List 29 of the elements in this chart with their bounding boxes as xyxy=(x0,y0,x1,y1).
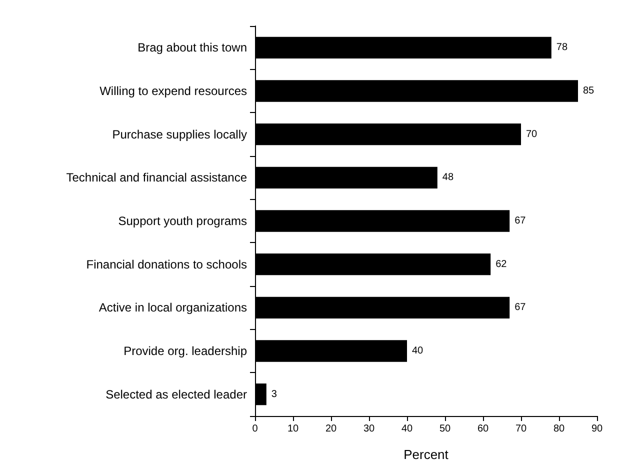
x-tick-label: 0 xyxy=(252,424,258,434)
y-tick-label: Willing to expend resources xyxy=(100,84,247,98)
x-tick-label: 70 xyxy=(515,424,527,434)
x-tick-label: 30 xyxy=(363,424,375,434)
data-label: 70 xyxy=(526,128,538,140)
x-tick-label: 60 xyxy=(477,424,489,434)
x-tick-label: 80 xyxy=(553,424,565,434)
x-axis-title: Percent xyxy=(404,447,449,462)
x-tick-label: 40 xyxy=(401,424,413,434)
data-label: 85 xyxy=(583,86,595,96)
data-label: 78 xyxy=(556,42,568,54)
y-tick-label: Financial donations to schools xyxy=(86,257,247,272)
data-label: 3 xyxy=(271,388,278,400)
y-tick-label: Technical and financial assistance xyxy=(66,170,248,185)
data-label: 67 xyxy=(514,302,526,314)
x-tick-label: 20 xyxy=(325,424,337,434)
y-tick-label: Brag about this town xyxy=(138,40,247,55)
y-tick-label: Purchase supplies locally xyxy=(112,127,247,142)
data-label: 67 xyxy=(514,216,526,226)
data-label: 62 xyxy=(496,258,508,270)
x-tick-label: 10 xyxy=(287,424,299,434)
y-tick-label: Active in local organizations xyxy=(98,300,247,315)
y-tick-label: Selected as elected leader xyxy=(106,387,247,402)
x-tick-label: 90 xyxy=(591,424,603,434)
y-tick-label: Provide org. leadership xyxy=(124,344,248,358)
data-label: 40 xyxy=(412,346,424,356)
y-tick-label: Support youth programs xyxy=(118,214,247,228)
data-label: 48 xyxy=(442,172,454,184)
x-tick-label: 50 xyxy=(439,424,451,434)
